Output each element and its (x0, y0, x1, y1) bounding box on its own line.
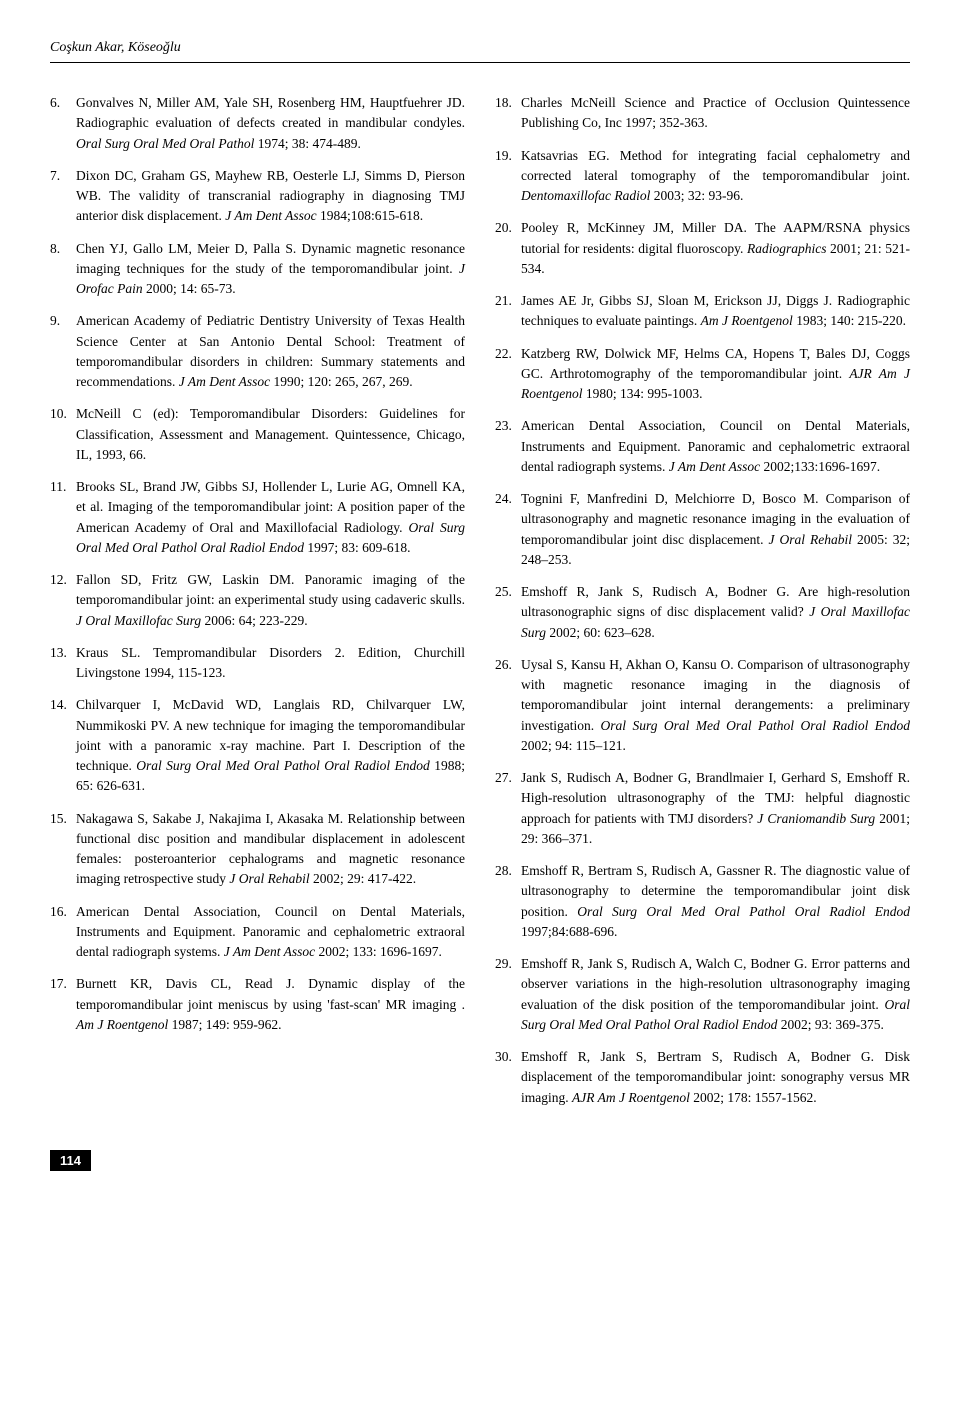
reference-text: American Dental Association, Council on … (521, 416, 910, 477)
reference-number: 11. (50, 477, 76, 558)
reference-text: Katsavrias EG. Method for integrating fa… (521, 146, 910, 207)
reference-text: Dixon DC, Graham GS, Mayhew RB, Oesterle… (76, 166, 465, 227)
reference-text: Emshoff R, Jank S, Bertram S, Rudisch A,… (521, 1047, 910, 1108)
reference-number: 17. (50, 974, 76, 1035)
reference-number: 29. (495, 954, 521, 1035)
reference-number: 7. (50, 166, 76, 227)
reference-item: 6.Gonvalves N, Miller AM, Yale SH, Rosen… (50, 93, 465, 154)
reference-number: 28. (495, 861, 521, 942)
reference-number: 26. (495, 655, 521, 756)
reference-number: 20. (495, 218, 521, 279)
reference-text: McNeill C (ed): Temporomandibular Disord… (76, 404, 465, 465)
reference-number: 21. (495, 291, 521, 332)
reference-item: 30. Emshoff R, Jank S, Bertram S, Rudisc… (495, 1047, 910, 1108)
reference-item: 19.Katsavrias EG. Method for integrating… (495, 146, 910, 207)
running-header: Coşkun Akar, Köseoğlu (50, 40, 910, 56)
reference-text: American Academy of Pediatric Dentistry … (76, 311, 465, 392)
reference-number: 6. (50, 93, 76, 154)
reference-number: 12. (50, 570, 76, 631)
header-rule (50, 62, 910, 63)
reference-item: 9.American Academy of Pediatric Dentistr… (50, 311, 465, 392)
reference-text: Pooley R, McKinney JM, Miller DA. The AA… (521, 218, 910, 279)
reference-item: 21.James AE Jr, Gibbs SJ, Sloan M, Erick… (495, 291, 910, 332)
reference-item: 7.Dixon DC, Graham GS, Mayhew RB, Oester… (50, 166, 465, 227)
reference-item: 8.Chen YJ, Gallo LM, Meier D, Palla S. D… (50, 239, 465, 300)
reference-item: 29.Emshoff R, Jank S, Rudisch A, Walch C… (495, 954, 910, 1035)
reference-item: 25.Emshoff R, Jank S, Rudisch A, Bodner … (495, 582, 910, 643)
reference-number: 14. (50, 695, 76, 796)
reference-number: 30. (495, 1047, 521, 1108)
header-authors: Coşkun Akar, Köseoğlu (50, 40, 181, 55)
reference-number: 19. (495, 146, 521, 207)
reference-number: 18. (495, 93, 521, 134)
reference-item: 18.Charles McNeill Science and Practice … (495, 93, 910, 134)
reference-text: Jank S, Rudisch A, Bodner G, Brandlmaier… (521, 768, 910, 849)
reference-number: 24. (495, 489, 521, 570)
reference-item: 28.Emshoff R, Bertram S, Rudisch A, Gass… (495, 861, 910, 942)
reference-number: 22. (495, 344, 521, 405)
reference-text: Uysal S, Kansu H, Akhan O, Kansu O. Comp… (521, 655, 910, 756)
reference-item: 10.McNeill C (ed): Temporomandibular Dis… (50, 404, 465, 465)
reference-item: 13.Kraus SL. Tempromandibular Disorders … (50, 643, 465, 684)
reference-number: 23. (495, 416, 521, 477)
reference-columns: 6.Gonvalves N, Miller AM, Yale SH, Rosen… (50, 93, 910, 1120)
reference-text: Nakagawa S, Sakabe J, Nakajima I, Akasak… (76, 809, 465, 890)
reference-number: 13. (50, 643, 76, 684)
reference-text: Emshoff R, Jank S, Rudisch A, Walch C, B… (521, 954, 910, 1035)
reference-item: 22.Katzberg RW, Dolwick MF, Helms CA, Ho… (495, 344, 910, 405)
reference-text: Tognini F, Manfredini D, Melchiorre D, B… (521, 489, 910, 570)
reference-item: 12. Fallon SD, Fritz GW, Laskin DM. Pano… (50, 570, 465, 631)
reference-text: Gonvalves N, Miller AM, Yale SH, Rosenbe… (76, 93, 465, 154)
reference-item: 17.Burnett KR, Davis CL, Read J. Dynamic… (50, 974, 465, 1035)
reference-text: Charles McNeill Science and Practice of … (521, 93, 910, 134)
reference-text: American Dental Association, Council on … (76, 902, 465, 963)
reference-item: 11.Brooks SL, Brand JW, Gibbs SJ, Hollen… (50, 477, 465, 558)
reference-number: 27. (495, 768, 521, 849)
left-column: 6.Gonvalves N, Miller AM, Yale SH, Rosen… (50, 93, 465, 1120)
reference-number: 16. (50, 902, 76, 963)
reference-text: James AE Jr, Gibbs SJ, Sloan M, Erickson… (521, 291, 910, 332)
reference-text: Fallon SD, Fritz GW, Laskin DM. Panorami… (76, 570, 465, 631)
reference-item: 24.Tognini F, Manfredini D, Melchiorre D… (495, 489, 910, 570)
right-column: 18.Charles McNeill Science and Practice … (495, 93, 910, 1120)
page-number: 114 (50, 1150, 91, 1171)
reference-item: 14.Chilvarquer I, McDavid WD, Langlais R… (50, 695, 465, 796)
reference-number: 8. (50, 239, 76, 300)
reference-item: 23.American Dental Association, Council … (495, 416, 910, 477)
reference-item: 15.Nakagawa S, Sakabe J, Nakajima I, Aka… (50, 809, 465, 890)
reference-number: 15. (50, 809, 76, 890)
reference-number: 10. (50, 404, 76, 465)
reference-text: Emshoff R, Jank S, Rudisch A, Bodner G. … (521, 582, 910, 643)
reference-item: 16.American Dental Association, Council … (50, 902, 465, 963)
reference-number: 9. (50, 311, 76, 392)
reference-item: 26.Uysal S, Kansu H, Akhan O, Kansu O. C… (495, 655, 910, 756)
reference-text: Chilvarquer I, McDavid WD, Langlais RD, … (76, 695, 465, 796)
reference-text: Burnett KR, Davis CL, Read J. Dynamic di… (76, 974, 465, 1035)
reference-number: 25. (495, 582, 521, 643)
reference-text: Katzberg RW, Dolwick MF, Helms CA, Hopen… (521, 344, 910, 405)
reference-item: 27.Jank S, Rudisch A, Bodner G, Brandlma… (495, 768, 910, 849)
reference-item: 20.Pooley R, McKinney JM, Miller DA. The… (495, 218, 910, 279)
reference-text: Chen YJ, Gallo LM, Meier D, Palla S. Dyn… (76, 239, 465, 300)
reference-text: Emshoff R, Bertram S, Rudisch A, Gassner… (521, 861, 910, 942)
reference-text: Kraus SL. Tempromandibular Disorders 2. … (76, 643, 465, 684)
reference-text: Brooks SL, Brand JW, Gibbs SJ, Hollender… (76, 477, 465, 558)
